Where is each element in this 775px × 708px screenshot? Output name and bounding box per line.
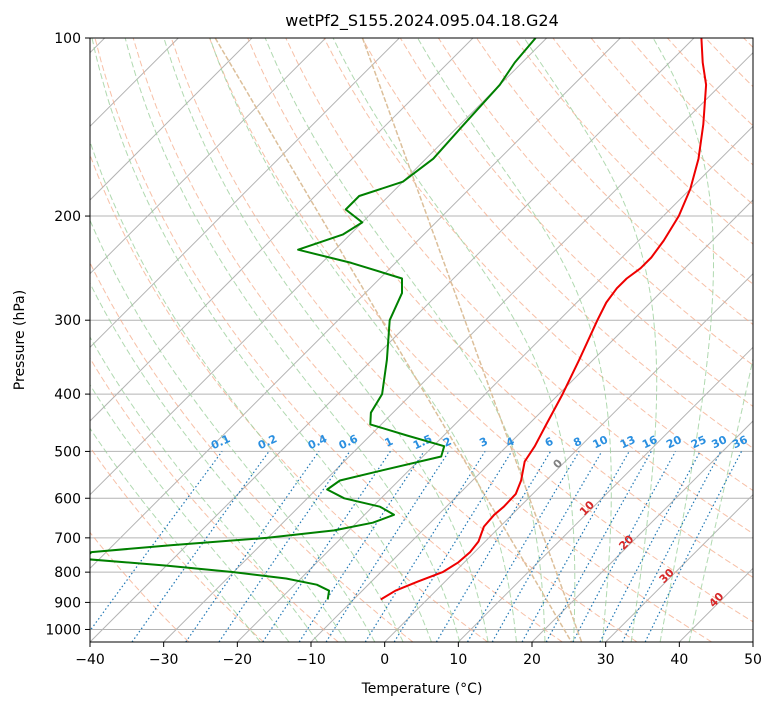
isotherm-line (605, 493, 753, 642)
lcl-guide-line (361, 38, 583, 642)
dry-adiabat-line (90, 261, 414, 642)
y-axis-label: Pressure (hPa) (12, 290, 28, 390)
dry-adiabat-line (514, 38, 753, 285)
dry-adiabat-line (94, 38, 563, 642)
mixing-ratio-label: 16 (640, 433, 660, 451)
moist-adiabat-line (332, 38, 576, 642)
x-tick-label: 40 (670, 652, 688, 668)
isotherm-line (90, 38, 400, 349)
y-tick-label: 600 (54, 491, 81, 507)
x-tick-label: −20 (223, 652, 253, 668)
mixing-ratio-label: 30 (710, 433, 730, 451)
dry-adiabat-line (285, 38, 753, 535)
mixing-ratio-line (644, 451, 743, 642)
mixing-ratio-line (185, 451, 320, 642)
mixing-ratio-line (621, 451, 722, 642)
dry-adiabat-line (90, 446, 264, 642)
moist-adiabat-line (124, 38, 461, 642)
y-tick-label: 100 (54, 31, 81, 47)
moist-adiabat-line (652, 38, 714, 642)
mixing-ratio-line (131, 451, 270, 642)
mixing-ratio-line (298, 451, 425, 642)
dewpoint-line (90, 38, 537, 600)
profile-series (90, 38, 708, 601)
dry-adiabat-line (90, 357, 339, 642)
dry-adiabat-line (247, 38, 753, 578)
x-tick-label: 10 (449, 652, 467, 668)
isotherm-line (90, 38, 327, 275)
y-tick-label: 400 (54, 387, 81, 403)
y-tick-label: 300 (54, 313, 81, 329)
mixing-ratio-label: 10 (591, 433, 611, 451)
isotherm-line (163, 51, 753, 642)
moist-adiabat-line (688, 356, 753, 642)
moist-adiabat-line (90, 383, 290, 642)
y-tick-label: 800 (54, 565, 81, 581)
dry-adiabat-line (170, 38, 712, 642)
isotherm-line (236, 125, 753, 642)
isotherm-line (90, 38, 695, 642)
y-tick-label: 700 (54, 531, 81, 547)
isotherm-line (90, 38, 253, 201)
moist-adiabat-line (163, 38, 489, 642)
y-tick-label: 900 (54, 595, 81, 611)
mixing-ratio-label: 13 (618, 433, 637, 451)
mixing-ratio-line (545, 451, 652, 642)
axes: −40 −30 −20 −10 0 10 20 30 40 50 1000 900 800 700 600 5… (45, 31, 762, 668)
dry-adiabat-line (437, 38, 753, 366)
isotherm-line (90, 38, 474, 422)
lcl-guide-line (214, 38, 573, 642)
isotherm-line (531, 420, 753, 642)
dry-adiabat-line (90, 153, 488, 642)
isotherm-line (90, 38, 548, 496)
mixing-ratio-line (521, 451, 630, 642)
mixing-ratio-line (393, 451, 513, 642)
x-tick-label: 50 (744, 652, 762, 668)
y-tick-label: 500 (54, 444, 81, 460)
x-tick-label: 30 (597, 652, 615, 668)
mixing-ratio-label: 36 (730, 433, 750, 451)
moist-adiabat-line (90, 218, 376, 642)
isotherm-line (384, 272, 753, 642)
plot-frame (89, 37, 754, 643)
mixing-ratio-line (218, 451, 351, 642)
mixing-ratio-label: 20 (664, 433, 684, 451)
x-tick-label: −10 (296, 652, 326, 668)
mixing-ratio-line (325, 451, 450, 642)
isotherm-line (457, 346, 753, 642)
y-tick-label: 200 (54, 209, 81, 225)
x-tick-label: −30 (149, 652, 179, 668)
x-axis-label: Temperature (°C) (361, 681, 483, 697)
moist-adiabat-line (90, 427, 261, 642)
isotherm-line (90, 38, 621, 570)
moist-adiabat-line (90, 336, 319, 642)
moist-adiabat-line (90, 282, 347, 642)
dry-adiabat-line (90, 531, 190, 642)
dry-adiabat-line (209, 38, 753, 623)
moist-adiabat-line (523, 38, 658, 642)
chart-title: wetPf2_S155.2024.095.04.18.G24 (285, 11, 559, 31)
moist-adiabat-line (209, 38, 517, 642)
x-tick-label: 0 (380, 652, 389, 668)
y-tick-label: 1000 (45, 622, 81, 638)
dry-adiabat-line (399, 38, 753, 408)
moist-adiabat-line (91, 38, 432, 642)
moist-adiabat-line (90, 139, 404, 642)
moist-adiabat-line (417, 38, 612, 642)
temperature-line (380, 38, 708, 601)
mixing-ratio-line (572, 451, 677, 642)
x-tick-label: 20 (523, 652, 541, 668)
mixing-ratio-label: 25 (689, 433, 708, 451)
x-tick-label: −40 (75, 652, 105, 668)
mixing-ratio-line (262, 451, 391, 642)
